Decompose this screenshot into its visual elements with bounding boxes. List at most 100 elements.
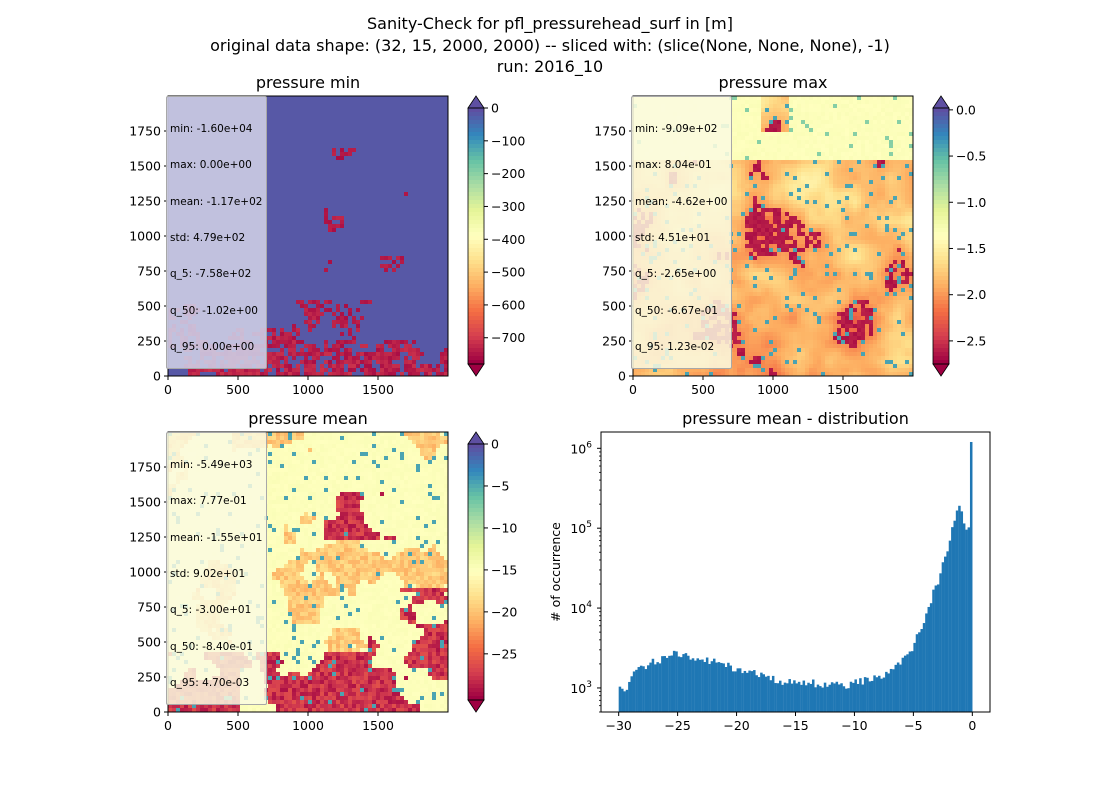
colorbar-segment bbox=[468, 216, 484, 221]
colorbar-segment bbox=[933, 260, 949, 265]
histogram-bar bbox=[727, 662, 730, 712]
histogram-bar bbox=[708, 663, 711, 712]
colorbar-tick-label: −0.5 bbox=[956, 149, 986, 164]
histogram-bar bbox=[854, 679, 857, 712]
histogram-bar bbox=[689, 659, 692, 712]
x-tick-label: 1000 bbox=[292, 718, 324, 733]
colorbar-segment bbox=[468, 152, 484, 157]
x-tick-label: −5 bbox=[904, 718, 922, 733]
colorbar-segment bbox=[468, 204, 484, 209]
colorbar-segment bbox=[468, 156, 484, 161]
colorbar-segment bbox=[933, 128, 949, 133]
histogram-bar bbox=[720, 662, 723, 712]
colorbar-tick-label: 0 bbox=[491, 101, 499, 116]
histogram-bar bbox=[960, 511, 964, 712]
stats-line: min: -1.60e+04 bbox=[170, 123, 253, 136]
colorbar-segment bbox=[933, 108, 949, 113]
histogram-bar bbox=[901, 657, 905, 712]
y-tick-label: 0 bbox=[153, 705, 161, 720]
colorbar-segment bbox=[933, 356, 949, 361]
y-tick-label: 500 bbox=[602, 299, 626, 314]
colorbar-segment bbox=[933, 208, 949, 213]
histogram-bars bbox=[618, 441, 973, 712]
histogram-bar bbox=[873, 675, 876, 712]
colorbar-segment bbox=[468, 184, 484, 189]
histogram-bar bbox=[729, 665, 732, 712]
colorbar-segment bbox=[468, 600, 484, 605]
histogram-bar bbox=[821, 687, 824, 712]
panel-title: pressure max bbox=[718, 73, 827, 92]
colorbar-segment bbox=[468, 280, 484, 285]
colorbar-segment bbox=[933, 204, 949, 209]
colorbar-segment bbox=[933, 264, 949, 269]
colorbar-segment bbox=[468, 160, 484, 165]
colorbar-segment bbox=[468, 608, 484, 613]
histogram-bar bbox=[776, 683, 780, 712]
colorbar-segment bbox=[468, 340, 484, 345]
histogram-bar bbox=[816, 684, 820, 712]
colorbar-extend-bottom bbox=[467, 363, 485, 377]
colorbar-segment bbox=[468, 328, 484, 333]
colorbar-tick-label: 0 bbox=[491, 437, 499, 452]
colorbar-extend-top bbox=[467, 95, 485, 109]
colorbar-segment bbox=[933, 176, 949, 181]
histogram-bar bbox=[644, 669, 648, 712]
y-tick-label: 750 bbox=[137, 264, 161, 279]
colorbar-segment bbox=[468, 120, 484, 125]
colorbar-segment bbox=[933, 196, 949, 201]
colorbar-segment bbox=[468, 176, 484, 181]
colorbar-segment bbox=[468, 472, 484, 477]
histogram-bar bbox=[880, 678, 883, 712]
histogram-bar bbox=[859, 678, 862, 712]
colorbar-segment bbox=[468, 448, 484, 453]
colorbar-segment bbox=[933, 324, 949, 329]
x-tick-label: 0 bbox=[164, 718, 172, 733]
stats-line: q_95: 1.23e-02 bbox=[635, 340, 715, 353]
colorbar-segment bbox=[933, 232, 949, 237]
panel-title: pressure min bbox=[256, 73, 360, 92]
stats-box-pressure-min: min: -1.60e+04 max: 0.00e+00 mean: -1.17… bbox=[166, 96, 268, 370]
colorbar-segment bbox=[933, 156, 949, 161]
colorbar-segment bbox=[468, 648, 484, 653]
x-tick-label: −15 bbox=[782, 718, 808, 733]
histogram-bar bbox=[774, 683, 777, 712]
stats-line: q_95: 4.70e-03 bbox=[170, 676, 250, 689]
histogram-bar bbox=[826, 686, 829, 712]
histogram-bar bbox=[779, 680, 782, 712]
colorbar-extend-top bbox=[932, 95, 950, 109]
histogram-bar bbox=[847, 688, 850, 712]
y-axis-label: # of occurrence bbox=[548, 522, 563, 622]
y-tick-label: 1500 bbox=[129, 159, 161, 174]
colorbar-segment bbox=[468, 572, 484, 577]
colorbar-segment bbox=[468, 656, 484, 661]
colorbar-segment bbox=[468, 612, 484, 617]
colorbar-segment bbox=[933, 360, 949, 365]
histogram-bar bbox=[908, 651, 912, 712]
histogram-bar bbox=[621, 688, 624, 712]
histogram-bar bbox=[929, 603, 933, 712]
colorbar-segment bbox=[468, 200, 484, 205]
histogram-bar bbox=[753, 670, 756, 712]
histogram-bar bbox=[899, 664, 902, 712]
histogram-bar bbox=[875, 677, 879, 712]
colorbar-segment bbox=[468, 252, 484, 257]
colorbar-segment bbox=[468, 288, 484, 293]
histogram-bar bbox=[936, 584, 940, 712]
histogram-bar bbox=[694, 660, 697, 712]
colorbar-segment bbox=[933, 320, 949, 325]
colorbar-segment bbox=[933, 180, 949, 185]
colorbar-segment bbox=[468, 140, 484, 145]
histogram-bar bbox=[736, 668, 740, 712]
histogram-bar bbox=[724, 667, 728, 712]
histogram-bar bbox=[743, 670, 747, 712]
colorbar-segment bbox=[933, 220, 949, 225]
colorbar-segment bbox=[933, 300, 949, 305]
histogram-bar bbox=[642, 666, 645, 712]
colorbar-segment bbox=[468, 128, 484, 133]
histogram-panel: pressure mean - distribution −30 −25 −20 −15… bbox=[548, 409, 991, 733]
histogram-bar bbox=[793, 680, 796, 712]
colorbar-segment bbox=[468, 308, 484, 313]
histogram-bar bbox=[755, 675, 758, 712]
colorbar-segment bbox=[933, 336, 949, 341]
colorbar-segment bbox=[468, 560, 484, 565]
